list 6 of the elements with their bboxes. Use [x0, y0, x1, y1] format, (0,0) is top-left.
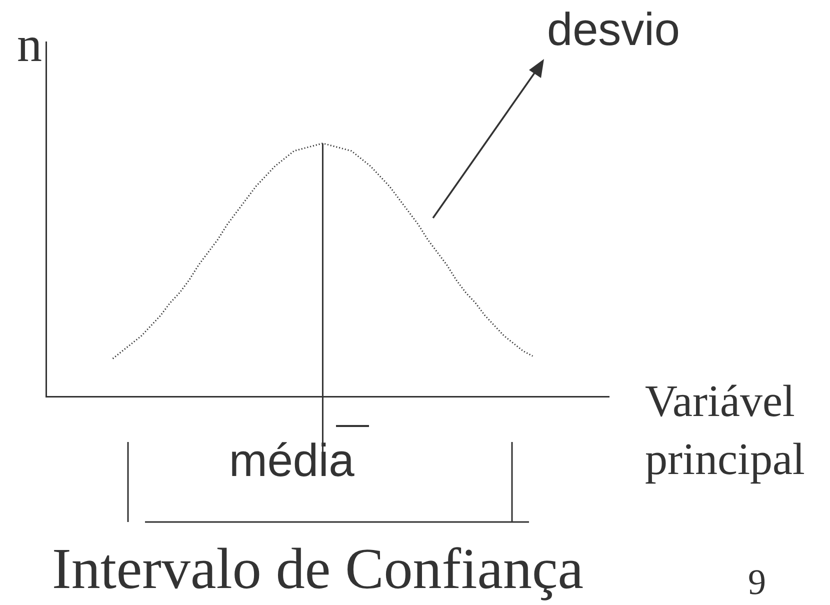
text: desvio	[547, 3, 680, 55]
text: Intervalo de Confiança	[52, 536, 584, 601]
x-axis-title: Variável principal	[645, 375, 806, 486]
text: 9	[748, 562, 766, 602]
y-axis-title: n	[17, 16, 42, 72]
text: média	[229, 434, 354, 486]
